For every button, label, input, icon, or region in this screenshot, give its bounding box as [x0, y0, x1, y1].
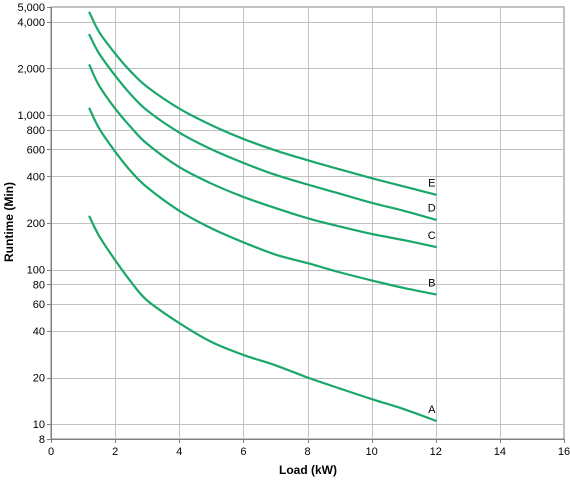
- series-line-a: [88, 215, 437, 422]
- series-label-a: A: [428, 404, 436, 416]
- series-line-d: [88, 33, 437, 221]
- x-axis-title: Load (kW): [279, 463, 337, 477]
- x-tick-label: 4: [176, 446, 182, 458]
- x-tick-label: 6: [240, 446, 246, 458]
- series-label-d: D: [428, 203, 436, 215]
- y-tick-label: 60: [33, 299, 45, 311]
- y-tick-label: 600: [27, 144, 45, 156]
- y-tick-label: 4,000: [17, 17, 45, 29]
- y-tick-label: 200: [27, 218, 45, 230]
- x-tick-label: 14: [494, 446, 506, 458]
- x-tick-label: 8: [304, 446, 310, 458]
- y-tick-label: 20: [33, 373, 45, 385]
- series-line-e: [88, 11, 437, 196]
- y-tick-label: 1,000: [17, 110, 45, 122]
- series-line-c: [88, 64, 437, 249]
- y-tick-label: 10: [33, 419, 45, 431]
- y-tick-label: 100: [27, 265, 45, 277]
- x-tick-label: 12: [430, 446, 442, 458]
- series-label-b: B: [428, 277, 435, 289]
- x-tick-label: 16: [558, 446, 570, 458]
- series-label-c: C: [428, 230, 436, 242]
- x-tick-label: 2: [112, 446, 118, 458]
- x-tick-label: 0: [48, 446, 54, 458]
- series-label-e: E: [428, 178, 435, 190]
- series-line-b: [88, 107, 437, 296]
- y-axis-title: Runtime (Min): [2, 182, 16, 262]
- y-tick-label: 5,000: [17, 2, 45, 14]
- y-tick-label: 400: [27, 171, 45, 183]
- y-tick-label: 800: [27, 125, 45, 137]
- y-tick-label: 40: [33, 326, 45, 338]
- y-tick-label: 2,000: [17, 63, 45, 75]
- y-tick-label: 80: [33, 279, 45, 291]
- x-tick-label: 10: [366, 446, 378, 458]
- y-tick-label: 8: [39, 434, 45, 446]
